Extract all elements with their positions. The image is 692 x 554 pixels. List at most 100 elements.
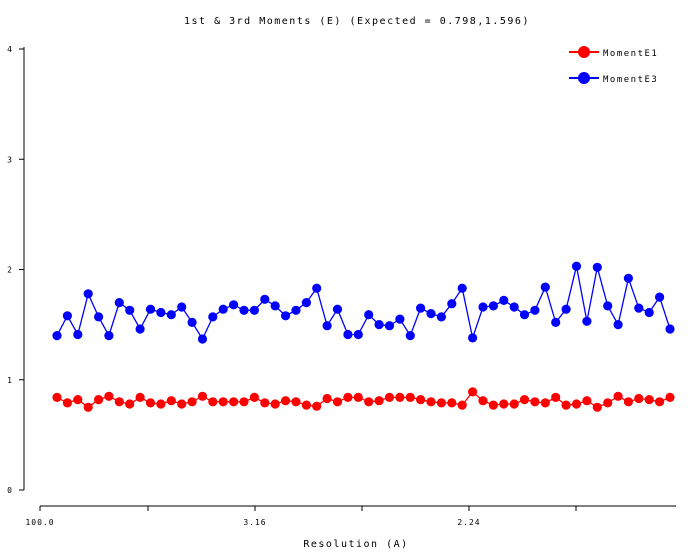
- x-ticks: 100.0 3.16 2.24: [25, 506, 577, 527]
- data-point-momente1: [301, 400, 311, 410]
- data-point-momente1: [384, 392, 395, 402]
- data-point-momente3: [488, 301, 498, 311]
- data-point-momente1: [291, 397, 301, 407]
- data-point-momente1: [249, 392, 259, 402]
- x-tick-label: 100.0: [25, 518, 54, 527]
- data-point-momente1: [561, 400, 571, 410]
- data-point-momente1: [447, 398, 457, 408]
- data-point-momente3: [301, 298, 311, 308]
- data-point-momente1: [125, 399, 135, 409]
- data-point-momente1: [353, 392, 363, 402]
- data-point-momente1: [312, 401, 322, 411]
- data-point-momente1: [208, 397, 218, 407]
- data-point-momente1: [395, 392, 405, 402]
- data-point-momente1: [416, 395, 426, 405]
- data-point-momente3: [436, 312, 446, 322]
- data-point-momente1: [114, 397, 124, 407]
- data-point-momente3: [447, 299, 457, 309]
- data-point-momente1: [73, 395, 83, 405]
- data-point-momente3: [343, 329, 353, 340]
- data-point-momente3: [384, 321, 395, 331]
- data-point-momente1: [322, 393, 332, 404]
- data-point-momente3: [104, 331, 114, 341]
- chart-title: 1st & 3rd Moments (E) (Expected = 0.798,…: [184, 16, 530, 27]
- data-point-momente1: [52, 392, 62, 402]
- data-point-momente3: [125, 305, 135, 315]
- x-tick-label: 3.16: [243, 518, 266, 527]
- data-point-momente3: [166, 310, 176, 320]
- data-point-momente1: [270, 399, 280, 409]
- data-point-momente1: [436, 398, 446, 408]
- y-tick-label: 1: [7, 376, 13, 385]
- data-point-momente3: [582, 316, 592, 326]
- data-point-momente3: [353, 329, 363, 340]
- data-point-momente3: [73, 329, 83, 340]
- data-point-momente1: [478, 396, 488, 406]
- data-point-momente1: [592, 402, 602, 412]
- data-point-momente1: [613, 391, 623, 401]
- data-point-momente3: [52, 331, 62, 341]
- data-point-momente3: [62, 311, 72, 321]
- data-point-momente3: [603, 301, 613, 311]
- data-point-momente1: [166, 396, 176, 406]
- y-tick-label: 4: [7, 45, 13, 54]
- x-tick-label: 2.24: [457, 518, 480, 527]
- data-point-momente1: [94, 395, 104, 405]
- data-point-momente3: [374, 320, 384, 330]
- data-point-momente3: [530, 305, 540, 315]
- data-point-momente1: [239, 397, 249, 407]
- data-point-momente3: [312, 283, 322, 293]
- data-point-momente1: [603, 398, 613, 408]
- y-ticks: 0 1 2 3 4: [7, 45, 24, 495]
- data-point-momente3: [156, 307, 166, 318]
- data-point-momente1: [457, 400, 467, 410]
- data-point-momente1: [499, 399, 509, 409]
- data-point-momente3: [540, 282, 550, 292]
- y-tick-label: 0: [7, 486, 13, 495]
- data-point-momente1: [530, 397, 540, 407]
- data-point-momente3: [457, 283, 467, 293]
- data-point-momente3: [332, 304, 343, 314]
- data-point-momente1: [135, 392, 145, 402]
- data-point-momente1: [665, 392, 675, 402]
- data-point-momente1: [634, 393, 644, 404]
- data-point-momente3: [270, 301, 280, 311]
- data-point-momente1: [218, 397, 228, 407]
- data-point-momente3: [83, 289, 93, 299]
- data-point-momente3: [665, 324, 675, 334]
- data-point-momente1: [468, 387, 478, 397]
- data-point-momente3: [426, 309, 436, 319]
- data-point-momente1: [187, 397, 197, 407]
- data-point-momente3: [197, 334, 208, 344]
- data-point-momente1: [104, 391, 114, 401]
- data-point-momente1: [426, 397, 436, 407]
- data-point-momente1: [281, 396, 291, 406]
- data-point-momente1: [582, 396, 592, 406]
- data-point-momente1: [488, 400, 498, 410]
- data-point-momente3: [187, 317, 197, 327]
- series-line-momente3: [56, 266, 671, 341]
- data-point-momente1: [655, 397, 665, 407]
- data-point-momente3: [395, 314, 405, 324]
- data-point-momente3: [281, 311, 291, 321]
- legend: MomentE1 MomentE3: [569, 46, 657, 85]
- y-tick-label: 2: [7, 266, 13, 275]
- data-point-momente1: [229, 397, 239, 407]
- data-point-momente3: [623, 273, 634, 283]
- data-point-momente3: [644, 307, 654, 318]
- data-point-momente1: [551, 392, 561, 402]
- data-point-momente3: [208, 312, 218, 322]
- data-point-momente1: [332, 397, 343, 407]
- data-point-momente1: [145, 398, 156, 408]
- data-point-momente3: [145, 304, 156, 314]
- data-point-momente1: [197, 391, 208, 401]
- data-point-momente1: [364, 397, 374, 407]
- data-point-momente3: [509, 302, 519, 312]
- y-tick-label: 3: [7, 155, 13, 164]
- data-point-momente1: [177, 399, 187, 409]
- data-point-momente3: [468, 333, 478, 343]
- data-point-momente3: [519, 310, 530, 320]
- data-point-momente1: [83, 402, 93, 412]
- data-point-momente3: [177, 302, 187, 312]
- data-point-momente1: [260, 398, 270, 408]
